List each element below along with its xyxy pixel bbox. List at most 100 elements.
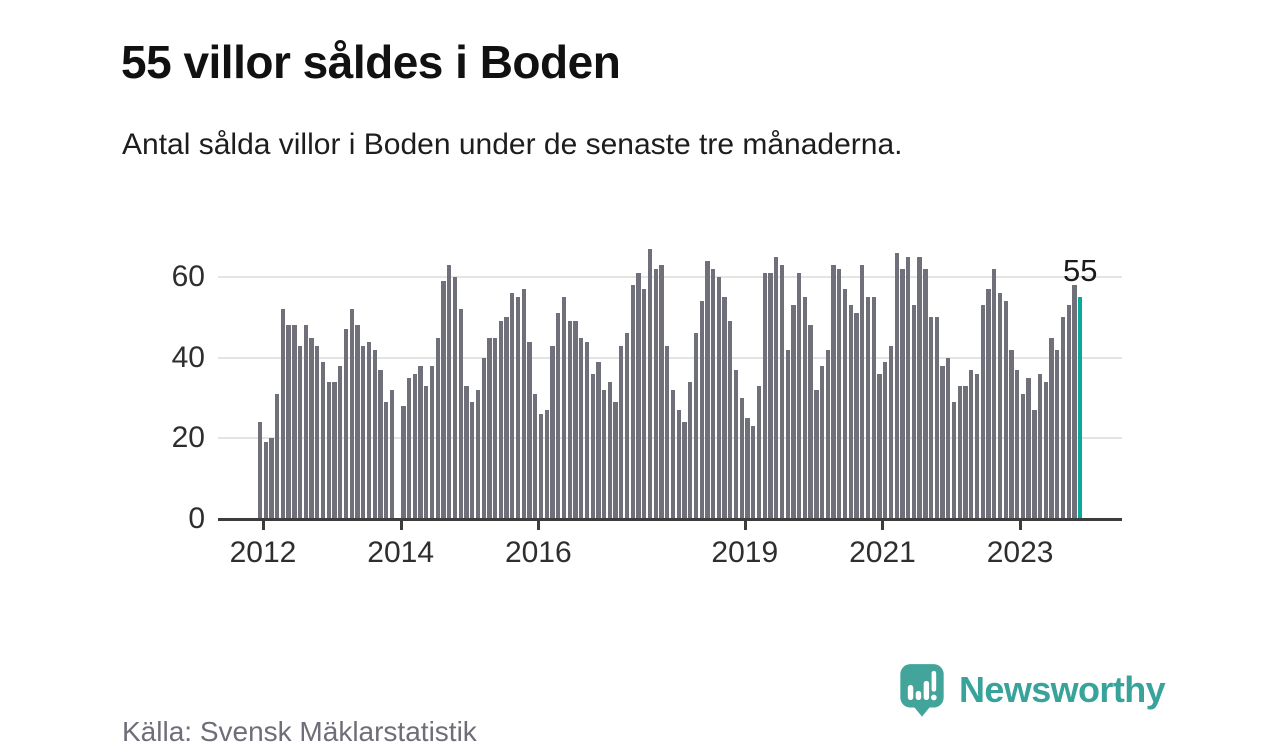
bar (710, 268, 716, 519)
x-axis-tick-2021 (881, 521, 885, 530)
x-axis-label-2021: 2021 (849, 536, 916, 569)
bar (1015, 369, 1020, 519)
bar (814, 389, 819, 519)
bar (997, 293, 1003, 519)
bar (928, 317, 934, 519)
bar (326, 381, 331, 519)
bar (917, 256, 922, 519)
bar (756, 385, 762, 519)
bar (1060, 317, 1066, 519)
bar (590, 373, 595, 519)
bar (906, 256, 911, 519)
bar (642, 289, 647, 519)
bar (860, 264, 865, 519)
bar (447, 264, 452, 519)
bar (934, 317, 939, 519)
bar (458, 309, 463, 519)
bar (865, 297, 871, 519)
bar (579, 337, 584, 519)
newsworthy-logo-text: Newsworthy (959, 669, 1166, 710)
bar (538, 414, 544, 519)
bar (842, 289, 848, 519)
bar (802, 297, 808, 519)
y-axis-label-60: 60 (171, 260, 205, 293)
y-axis-label-40: 40 (171, 340, 205, 374)
bar (338, 365, 343, 519)
bar-chart: 0 20 40 60 2012 2014 2016 2019 2021 2023 55 (171, 248, 1122, 569)
bar (596, 361, 601, 519)
bar (630, 285, 635, 519)
x-axis-tick-2012 (262, 521, 265, 530)
bar (475, 389, 481, 519)
bar (768, 272, 773, 519)
bar (722, 297, 727, 519)
bar (619, 345, 624, 519)
bar (951, 402, 957, 519)
x-axis-tick-2014 (399, 521, 403, 530)
gridline-20 (218, 437, 1122, 440)
bar (969, 369, 974, 519)
bar (561, 297, 567, 519)
bar (900, 268, 905, 519)
x-axis-label-2014: 2014 (367, 536, 435, 569)
chart-subtitle: Antal sålda villor i Boden under de sena… (122, 128, 903, 161)
bar (470, 402, 475, 519)
bar (883, 361, 888, 519)
bar (263, 442, 268, 519)
bar (343, 329, 349, 519)
bar (636, 272, 641, 519)
bar (653, 268, 658, 519)
bar (911, 305, 917, 519)
bar (819, 365, 825, 519)
bar (693, 333, 699, 519)
bar (378, 369, 383, 519)
bar (848, 305, 853, 519)
bar (871, 297, 876, 519)
bar (992, 268, 997, 519)
bar (733, 369, 739, 519)
x-axis-tick-2023 (1019, 521, 1023, 530)
bar (1026, 377, 1031, 519)
source-note: Källa: Svensk Mäklarstatistik (122, 716, 477, 747)
bar (808, 325, 813, 519)
x-axis-label-2012: 2012 (229, 536, 297, 569)
bar (1043, 381, 1048, 519)
bar (320, 361, 326, 519)
bar-highlighted (1078, 297, 1083, 519)
bar (521, 289, 526, 519)
bar (349, 309, 354, 519)
bar (286, 325, 291, 519)
gridline-40 (218, 356, 1122, 359)
bar (481, 357, 486, 519)
bar (412, 373, 417, 519)
bar (946, 357, 951, 519)
x-axis-tick-2016 (537, 521, 541, 530)
bar (1020, 393, 1026, 519)
bar (601, 389, 607, 519)
bar (492, 337, 498, 519)
page-title: 55 villor såldes i Boden (121, 35, 621, 88)
bar (297, 345, 303, 519)
bar (607, 381, 613, 519)
bar (854, 313, 859, 519)
bar (504, 317, 509, 519)
x-axis-label-2016: 2016 (504, 536, 572, 569)
last-value-annotation: 55 (1063, 253, 1098, 289)
bar (751, 426, 756, 519)
bar (837, 268, 842, 519)
bar (280, 309, 286, 519)
bar (1037, 373, 1043, 519)
bar (424, 385, 429, 519)
bar (980, 305, 985, 519)
bar (550, 345, 555, 519)
bar (257, 422, 263, 519)
bar (498, 321, 504, 519)
bar (441, 281, 446, 519)
bar (774, 256, 779, 519)
bar (510, 293, 515, 519)
x-axis-label-2023: 2023 (986, 536, 1054, 569)
bar (275, 393, 280, 519)
bar (515, 297, 521, 519)
bar (894, 252, 899, 519)
bar (986, 289, 991, 519)
